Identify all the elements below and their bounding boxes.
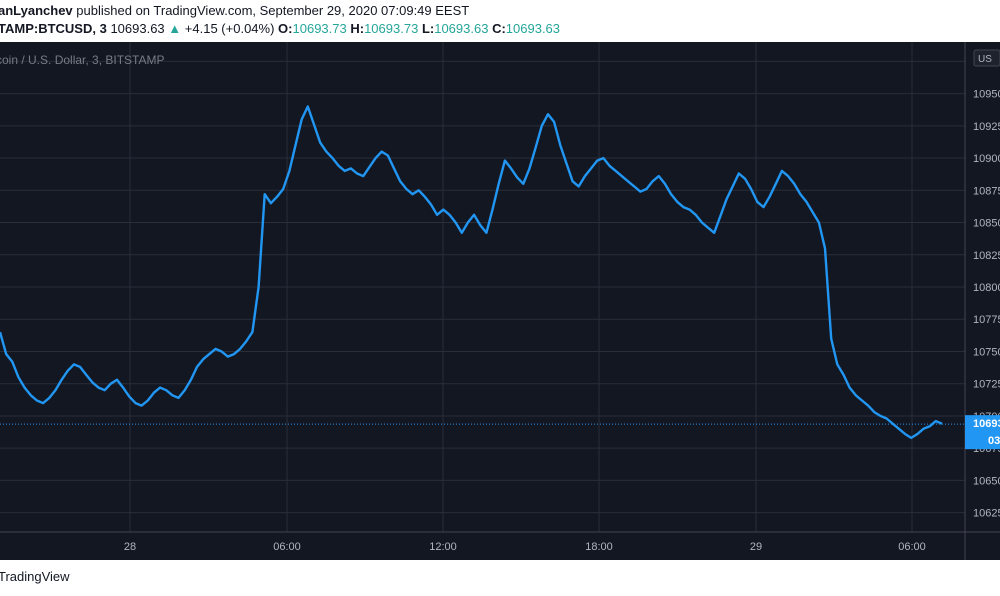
x-tick-label: 06:00 (898, 541, 926, 553)
chart-background (0, 42, 1000, 560)
y-tick-label: 10650 (973, 475, 1000, 487)
author-name: anLyanchev (0, 3, 73, 18)
currency-badge[interactable]: US (978, 54, 992, 65)
y-tick-label: 10725 (973, 379, 1000, 391)
y-tick-label: 10875 (973, 185, 1000, 197)
last-price: 10693.63 (110, 21, 165, 36)
y-tick-label: 10850 (973, 218, 1000, 230)
series-line (0, 105, 943, 440)
high-label: H: (350, 21, 365, 36)
high-value: 10693.73 (364, 21, 419, 36)
close-value: 10693.63 (505, 21, 561, 36)
last-price-tag: 10693 03 (965, 415, 1000, 450)
y-tick-label: 10625 (973, 508, 1000, 520)
x-tick-label: 29 (750, 541, 762, 553)
time-axis: 28 06:00 12:00 18:00 29 06:00 (124, 541, 926, 553)
x-tick-label: 06:00 (273, 541, 301, 553)
y-tick-label: 10950 (973, 89, 1000, 101)
y-tick-label: 10800 (973, 282, 1000, 294)
low-value: 10693.63 (434, 21, 489, 36)
x-tick-label: 12:00 (429, 541, 457, 553)
price-series (0, 105, 943, 440)
price-axis: 1097510950109251090010875108501082510800… (973, 56, 1000, 519)
y-tick-label: 10775 (973, 314, 1000, 326)
grid-lines (0, 42, 965, 532)
close-label: C: (492, 21, 506, 36)
low-label: L: (421, 21, 435, 36)
x-tick-label: 28 (124, 541, 136, 553)
footer-brand: TradingView (0, 569, 70, 584)
change-arrow-icon: ▲ (168, 21, 182, 36)
y-tick-label: 10750 (973, 346, 1000, 358)
price-chart[interactable]: 1097510950109251090010875108501082510800… (0, 42, 1000, 560)
open-value: 10693.73 (292, 21, 347, 36)
price-axis-panel[interactable] (965, 42, 1000, 560)
symbol-info: TAMP:BTCUSD, 3 10693.63 ▲ +4.15 (+0.04%)… (0, 21, 560, 36)
x-tick-label: 18:00 (585, 541, 613, 553)
price-tag-countdown: 03 (988, 435, 1000, 447)
open-label: O: (278, 21, 293, 36)
y-tick-label: 10925 (973, 121, 1000, 133)
change-value: +4.15 (+0.04%) (184, 21, 275, 36)
currency-badge-bg[interactable] (973, 49, 1000, 67)
price-tag-bg (965, 415, 1000, 450)
price-tag-value: 10693 (973, 418, 1000, 430)
publish-info: anLyanchev published on TradingView.com,… (0, 3, 469, 18)
published-text: published on TradingView.com, September … (76, 3, 470, 18)
chart-title: coin / U.S. Dollar, 3, BITSTAMP (0, 53, 165, 67)
y-tick-label: 10900 (973, 153, 1000, 165)
y-tick-label: 10825 (973, 250, 1000, 262)
chart-container[interactable]: 1097510950109251090010875108501082510800… (0, 42, 1000, 560)
symbol-label: TAMP:BTCUSD, 3 (0, 21, 107, 36)
